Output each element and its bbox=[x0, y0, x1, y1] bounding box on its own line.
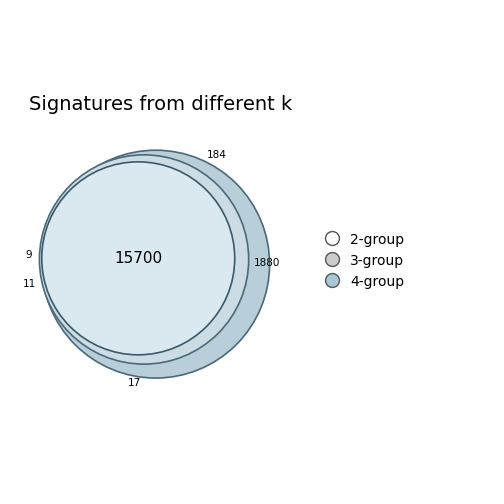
Circle shape bbox=[42, 162, 235, 355]
Text: 184: 184 bbox=[207, 150, 227, 159]
Legend: 2-group, 3-group, 4-group: 2-group, 3-group, 4-group bbox=[319, 226, 411, 295]
Circle shape bbox=[42, 150, 270, 378]
Text: 15700: 15700 bbox=[114, 251, 162, 266]
Text: 11: 11 bbox=[23, 279, 36, 289]
Title: Signatures from different k: Signatures from different k bbox=[29, 95, 292, 114]
Text: 17: 17 bbox=[128, 378, 141, 388]
Text: 1880: 1880 bbox=[254, 258, 280, 268]
Circle shape bbox=[39, 155, 248, 364]
Text: 9: 9 bbox=[26, 250, 32, 260]
